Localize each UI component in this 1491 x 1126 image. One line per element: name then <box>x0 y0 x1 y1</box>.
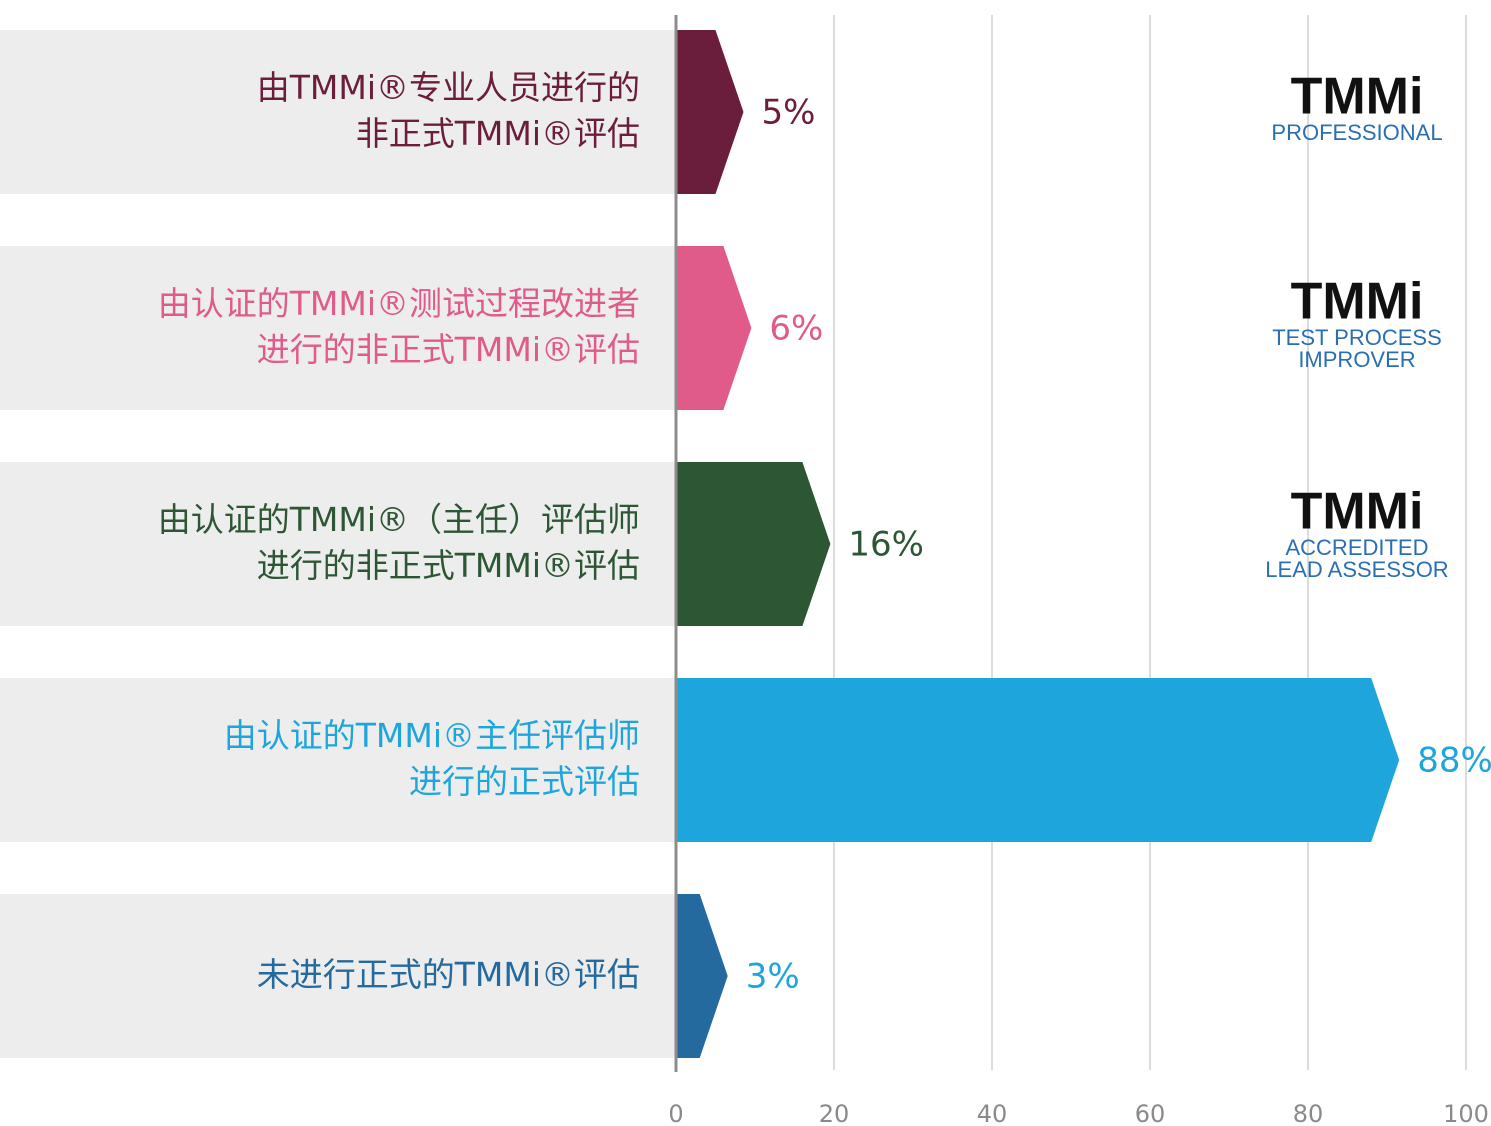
category-label: 由TMMi®专业人员进行的非正式TMMi®评估 <box>257 68 640 153</box>
x-tick-label: 80 <box>1293 1100 1324 1126</box>
category-label: 由认证的TMMi®测试过程改进者进行的非正式TMMi®评估 <box>158 284 640 369</box>
bar <box>676 30 744 194</box>
category-label: 由认证的TMMi®（主任）评估师进行的非正式TMMi®评估 <box>158 500 640 585</box>
category-line: 由认证的TMMi®测试过程改进者 <box>158 284 640 323</box>
value-label: 3% <box>746 957 800 997</box>
value-label: 6% <box>769 309 823 349</box>
bar <box>676 246 752 410</box>
logo-mark: TMMi <box>1291 68 1424 126</box>
label-panel <box>0 678 676 842</box>
x-tick-label: 60 <box>1135 1100 1166 1126</box>
label-panel <box>0 246 676 410</box>
label-panel <box>0 894 676 1058</box>
bar <box>676 462 831 626</box>
x-tick-label: 40 <box>977 1100 1008 1126</box>
logo-sub: IMPROVER <box>1298 347 1415 372</box>
category-line: 由认证的TMMi®（主任）评估师 <box>158 500 640 539</box>
category-line: 进行的非正式TMMi®评估 <box>257 330 640 369</box>
value-label: 88% <box>1417 741 1491 781</box>
value-label: 16% <box>848 525 924 565</box>
bar <box>676 678 1400 842</box>
category-line: 进行的非正式TMMi®评估 <box>257 546 640 585</box>
logo-sub: ACCREDITED <box>1285 535 1428 560</box>
bar <box>676 894 728 1058</box>
x-tick-label: 100 <box>1443 1100 1489 1126</box>
logo-sub: TEST PROCESS <box>1272 325 1442 350</box>
logo-mark: TMMi <box>1291 273 1424 331</box>
category-label: 未进行正式的TMMi®评估 <box>257 955 640 994</box>
label-panel <box>0 462 676 626</box>
category-line: 由TMMi®专业人员进行的 <box>257 68 640 107</box>
category-line: 未进行正式的TMMi®评估 <box>257 955 640 994</box>
value-label: 5% <box>762 93 816 133</box>
label-panel <box>0 30 676 194</box>
category-line: 由认证的TMMi®主任评估师 <box>224 716 640 755</box>
category-line: 进行的正式评估 <box>409 762 640 801</box>
category-label: 由认证的TMMi®主任评估师进行的正式评估 <box>224 716 640 801</box>
logo-sub: LEAD ASSESSOR <box>1265 557 1448 582</box>
x-tick-label: 20 <box>819 1100 850 1126</box>
logo-sub: PROFESSIONAL <box>1271 120 1442 145</box>
x-tick-label: 0 <box>668 1100 683 1126</box>
category-line: 非正式TMMi®评估 <box>356 114 640 153</box>
logo-mark: TMMi <box>1291 483 1424 541</box>
